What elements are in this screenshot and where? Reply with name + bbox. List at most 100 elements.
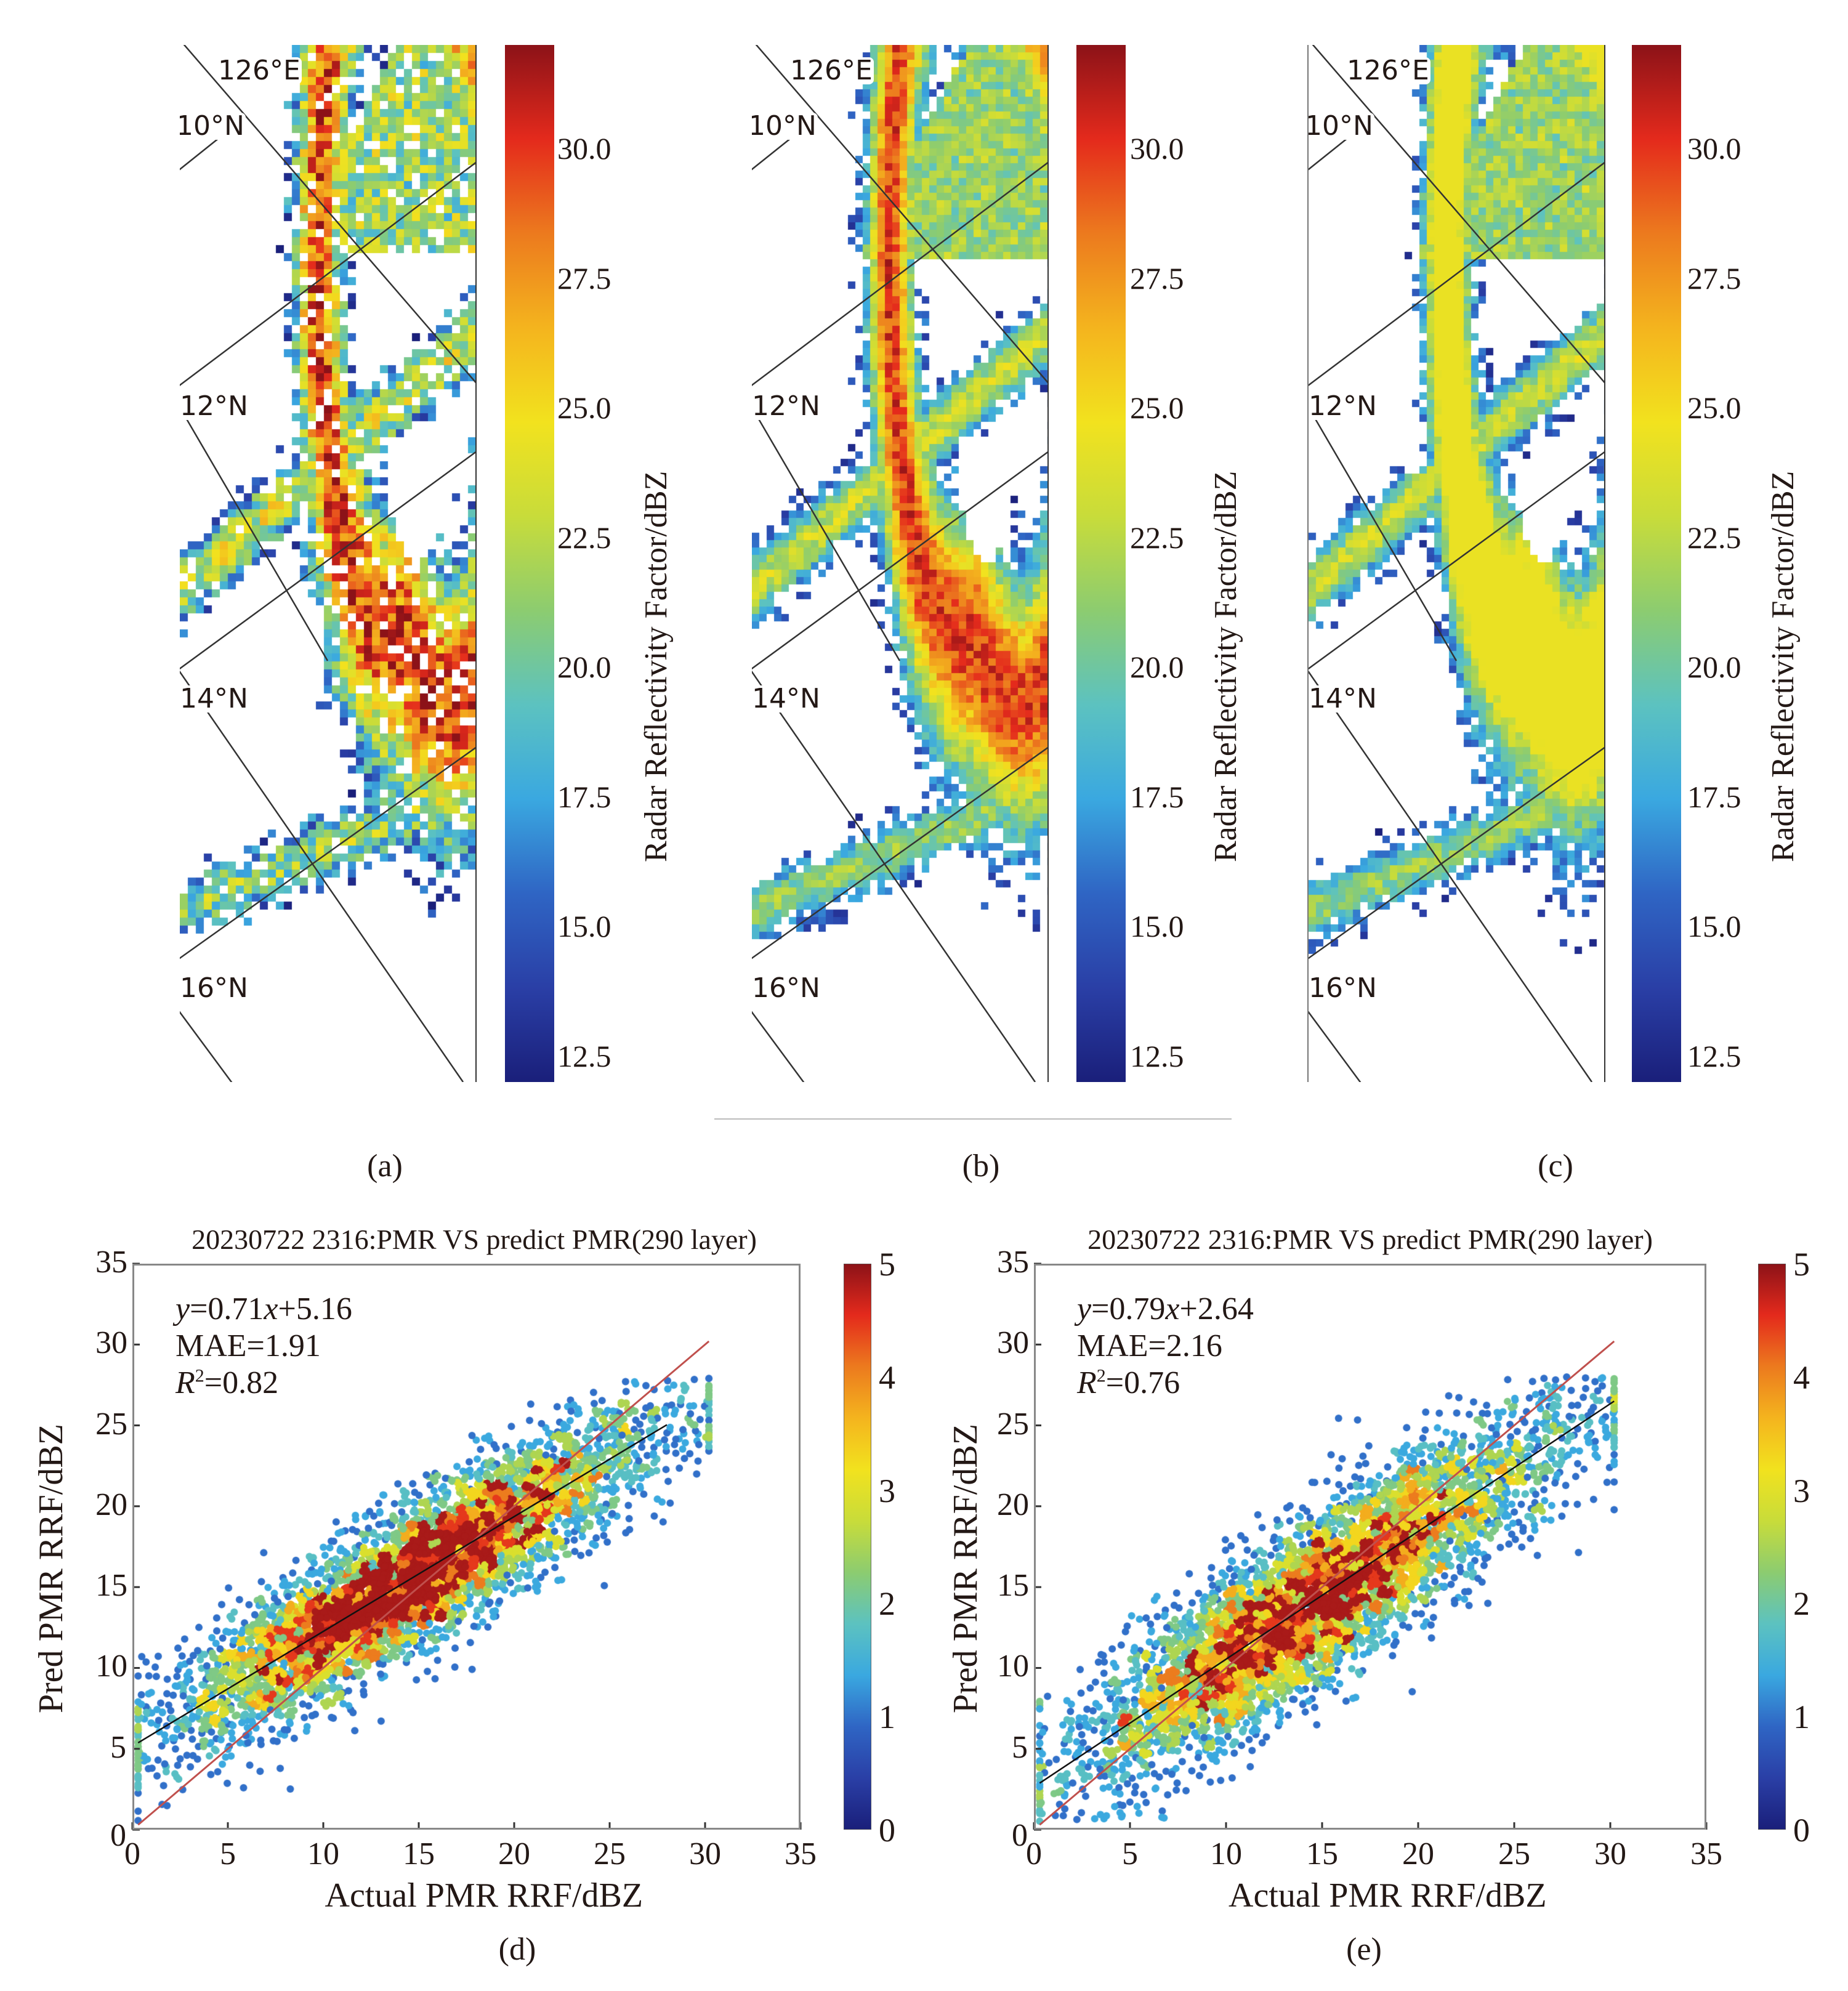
parallel-line bbox=[1309, 746, 1605, 959]
y-tick-label: 25 bbox=[95, 1406, 127, 1442]
colorbar-gradient bbox=[1632, 45, 1681, 1082]
density-colorbar bbox=[843, 1263, 872, 1830]
latitude-label: 16°N bbox=[180, 972, 249, 1004]
density-tick-label: 3 bbox=[1793, 1472, 1810, 1509]
y-tick-label: 35 bbox=[997, 1245, 1029, 1280]
colorbar-tick-label: 25.0 bbox=[1687, 390, 1741, 426]
regression-equation: y=0.79x+2.64 bbox=[1077, 1291, 1254, 1328]
y-tick-label: 0 bbox=[1012, 1818, 1028, 1853]
colorbar-tick-label: 20.0 bbox=[1130, 650, 1184, 685]
colorbar-tick-label: 17.5 bbox=[557, 779, 611, 814]
y-tick-label: 20 bbox=[95, 1487, 127, 1522]
parallel-line bbox=[180, 746, 477, 959]
y-tick-label: 35 bbox=[95, 1245, 127, 1280]
y-tick-label: 15 bbox=[95, 1568, 127, 1604]
x-tick-label: 15 bbox=[403, 1836, 435, 1872]
colorbar-tick-label: 17.5 bbox=[1130, 779, 1184, 814]
mae-value: MAE=1.91 bbox=[176, 1328, 321, 1363]
x-axis-label: Actual PMR RRF/dBZ bbox=[1229, 1876, 1547, 1915]
r-symbol: R bbox=[176, 1365, 195, 1400]
plot-area-frame bbox=[1034, 1264, 1706, 1830]
density-tick-label: 4 bbox=[879, 1359, 895, 1396]
density-tick-label: 4 bbox=[1793, 1359, 1810, 1396]
colorbar-fill bbox=[505, 45, 554, 1082]
colorbar-tick-label: 27.5 bbox=[557, 260, 611, 296]
latitude-label: 12°N bbox=[1309, 390, 1378, 422]
density-tick-label: 2 bbox=[1793, 1585, 1810, 1623]
regression-line bbox=[137, 1424, 668, 1743]
density-tick-label: 0 bbox=[1793, 1812, 1810, 1849]
r-squared-number: =0.76 bbox=[1105, 1365, 1180, 1400]
colorbar-tick-label: 25.0 bbox=[1130, 390, 1184, 426]
colorbar-title: Radar Reflectivity Factor/dBZ bbox=[639, 470, 674, 862]
plot-area-frame bbox=[132, 1264, 801, 1830]
meridian-line bbox=[180, 1011, 233, 1082]
meridian-line bbox=[755, 45, 1049, 385]
latitude-label: 10°N bbox=[180, 113, 246, 140]
x-axis-label: Actual PMR RRF/dBZ bbox=[325, 1876, 644, 1915]
colorbar-c bbox=[1632, 45, 1681, 1082]
y-axis-label: Pred PMR RRF/dBZ bbox=[32, 1423, 70, 1713]
regression-equation: y=0.71x+5.16 bbox=[176, 1291, 352, 1328]
identity-line bbox=[1039, 1340, 1615, 1826]
x-tick-label: 20 bbox=[1402, 1836, 1434, 1872]
radar-reflectivity-field bbox=[180, 45, 477, 1082]
colorbar-tick-label: 30.0 bbox=[557, 131, 611, 166]
density-colorbar-gradient bbox=[1757, 1263, 1786, 1830]
longitude-label: 126°E bbox=[789, 55, 874, 86]
x-tick-label: 20 bbox=[498, 1836, 530, 1872]
y-tick-label: 25 bbox=[997, 1406, 1029, 1442]
density-colorbar-gradient bbox=[843, 1263, 872, 1830]
radar-map-b: 126°E 10°N 12°N 14°N 16°N bbox=[752, 45, 1049, 1082]
colorbar-tick-label: 30.0 bbox=[1130, 131, 1184, 166]
equation-x-symbol: x bbox=[1165, 1291, 1180, 1327]
separator-line bbox=[714, 1118, 1232, 1120]
density-tick-label: 2 bbox=[879, 1585, 895, 1623]
equation-y-symbol: y bbox=[1077, 1291, 1092, 1327]
density-colorbar-fill bbox=[843, 1263, 872, 1830]
map-frame-right bbox=[1047, 45, 1049, 1082]
density-tick-label: 5 bbox=[879, 1246, 895, 1283]
equation-slope: =0.79 bbox=[1091, 1291, 1166, 1327]
panel-label-e: (e) bbox=[1346, 1932, 1382, 1967]
x-tick-label: 30 bbox=[689, 1836, 721, 1872]
parallel-line bbox=[1309, 450, 1605, 670]
y-tick-label: 15 bbox=[997, 1568, 1029, 1604]
plot-lines bbox=[1033, 1262, 1708, 1831]
y-tick-label: 10 bbox=[997, 1649, 1029, 1684]
meridian-line bbox=[1309, 1011, 1362, 1082]
density-tick-label: 0 bbox=[879, 1812, 895, 1849]
colorbar-b bbox=[1076, 45, 1126, 1082]
radar-map-a: 126°E 10°N 12°N 14°N 16°N bbox=[180, 45, 477, 1082]
colorbar-tick-label: 17.5 bbox=[1687, 779, 1741, 814]
colorbar-tick-label: 27.5 bbox=[1130, 260, 1184, 296]
equation-y-symbol: y bbox=[176, 1291, 190, 1327]
latitude-label: 10°N bbox=[1309, 113, 1374, 140]
equation-intercept: +2.64 bbox=[1179, 1291, 1254, 1327]
fit-annotation: y=0.79x+2.64 MAE=2.16 R2=0.76 bbox=[1077, 1291, 1254, 1401]
colorbar-tick-label: 15.0 bbox=[557, 909, 611, 944]
y-tick-label: 20 bbox=[997, 1487, 1029, 1522]
regression-line bbox=[1039, 1400, 1615, 1784]
parallel-line bbox=[752, 450, 1049, 670]
colorbar-tick-label: 22.5 bbox=[1687, 520, 1741, 555]
density-tick-label: 3 bbox=[879, 1472, 895, 1509]
radar-map-c: 126°E 10°N 12°N 14°N 16°N bbox=[1309, 45, 1605, 1082]
y-axis-label: Pred PMR RRF/dBZ bbox=[946, 1423, 985, 1713]
parallel-line bbox=[180, 161, 477, 387]
r-squared-value: R2=0.76 bbox=[1077, 1365, 1254, 1402]
r-squared-number: =0.82 bbox=[204, 1365, 279, 1400]
colorbar-fill bbox=[1076, 45, 1126, 1082]
density-colorbar bbox=[1757, 1263, 1786, 1830]
chart-title: 20230722 2316:PMR VS predict PMR(290 lay… bbox=[1087, 1224, 1653, 1255]
longitude-label: 126°E bbox=[1346, 55, 1430, 86]
colorbar-tick-label: 30.0 bbox=[1687, 131, 1741, 166]
r-symbol: R bbox=[1077, 1365, 1097, 1400]
density-colorbar-fill bbox=[1757, 1263, 1786, 1830]
meridian-line bbox=[1312, 45, 1605, 385]
map-frame-right bbox=[1604, 45, 1605, 1082]
identity-line bbox=[137, 1340, 710, 1826]
colorbar-fill bbox=[1632, 45, 1681, 1082]
equation-intercept: +5.16 bbox=[278, 1291, 352, 1327]
x-tick-label: 25 bbox=[1498, 1836, 1530, 1872]
